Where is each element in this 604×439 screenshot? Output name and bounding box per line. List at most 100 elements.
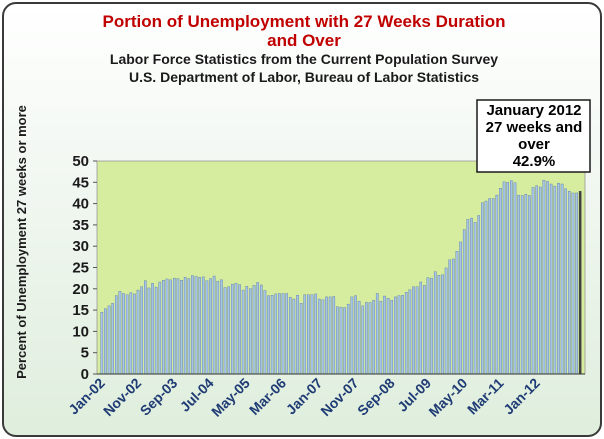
bar: [397, 295, 401, 375]
x-tick-label: May-05: [208, 375, 253, 420]
bar: [415, 286, 419, 375]
bar: [158, 281, 162, 375]
bar: [133, 293, 136, 375]
bar: [455, 251, 459, 375]
y-tick-label: 10: [72, 323, 89, 340]
bar: [470, 217, 473, 375]
bar: [394, 296, 397, 375]
bar: [104, 308, 107, 375]
bar: [553, 185, 557, 375]
bar: [379, 300, 383, 375]
bar: [205, 280, 209, 375]
y-tick-label: 25: [72, 260, 89, 277]
bar: [151, 283, 154, 375]
bar: [278, 293, 281, 375]
y-tick-label: 45: [72, 174, 89, 191]
y-tick-label: 0: [81, 366, 89, 383]
bar: [274, 293, 278, 375]
bar: [510, 180, 513, 375]
bar: [328, 296, 332, 375]
bar: [383, 295, 386, 375]
bar: [346, 303, 350, 375]
bar-series: [100, 179, 582, 375]
bar: [259, 284, 263, 375]
bar: [111, 303, 114, 375]
bar: [575, 192, 578, 375]
chart-subtitle: Labor Force Statistics from the Current …: [110, 51, 498, 67]
bar: [354, 295, 357, 375]
bar: [549, 183, 553, 375]
bar: [568, 191, 571, 375]
bar: [444, 267, 448, 375]
bar: [513, 182, 517, 375]
bar: [546, 181, 549, 375]
bar: [448, 259, 452, 375]
bar: [520, 195, 524, 375]
bar: [517, 194, 520, 375]
bar: [307, 294, 310, 375]
y-tick-label: 20: [72, 281, 89, 298]
bar-latest: [578, 191, 582, 375]
bar: [368, 302, 372, 375]
bar: [441, 274, 444, 375]
bar: [183, 277, 187, 375]
bar: [288, 297, 292, 375]
y-tick-label: 30: [72, 238, 89, 255]
bar: [169, 279, 172, 375]
bar: [542, 179, 546, 375]
bar: [332, 296, 336, 375]
annotation-line-3: over: [518, 136, 550, 153]
bar: [499, 188, 502, 375]
bar: [201, 276, 205, 375]
bar: [481, 202, 484, 375]
bar: [386, 297, 390, 375]
bar: [365, 302, 368, 375]
bar: [419, 281, 423, 375]
bar: [227, 286, 230, 375]
bar: [477, 215, 481, 375]
bar: [107, 305, 111, 375]
bar: [252, 285, 256, 375]
bar: [506, 182, 510, 375]
bar: [488, 198, 491, 375]
bar: [122, 293, 125, 375]
chart-subtitle-line2: U.S. Department of Labor, Bureau of Labo…: [129, 69, 479, 85]
bar: [466, 219, 470, 375]
bar: [412, 286, 415, 375]
bar: [118, 291, 122, 375]
bar: [220, 279, 223, 375]
bar: [423, 285, 426, 375]
bar: [172, 277, 176, 375]
bar: [212, 275, 216, 375]
bar: [571, 192, 575, 375]
bar: [140, 286, 143, 375]
bar: [292, 298, 296, 375]
bar: [303, 294, 307, 375]
bar: [375, 293, 379, 375]
bar: [249, 288, 252, 375]
bar: [564, 188, 567, 375]
x-tick-label: Nov-07: [317, 375, 361, 419]
bar: [357, 300, 361, 375]
x-axis-ticks: Jan-02Nov-02Sep-03Jul-04May-05Mar-06Jan-…: [65, 375, 543, 420]
y-tick-label: 40: [72, 196, 89, 213]
bar: [528, 195, 531, 375]
bar: [154, 286, 158, 375]
bar: [241, 289, 245, 375]
bar: [198, 277, 201, 375]
bar: [484, 200, 488, 375]
bar: [430, 277, 433, 375]
x-tick-label: Nov-02: [100, 375, 144, 419]
y-tick-label: 35: [72, 217, 89, 234]
chart-title-line2: and Over: [267, 31, 341, 50]
bar: [339, 306, 343, 375]
x-tick-label: Sep-08: [354, 375, 398, 419]
bar: [162, 280, 165, 375]
bar: [495, 194, 499, 375]
bar: [557, 182, 560, 375]
bar: [531, 187, 535, 375]
x-tick-label: Mar-06: [246, 375, 289, 418]
bar: [390, 300, 394, 375]
annotation-box: January 2012 27 weeks and over 42.9%: [476, 99, 591, 173]
y-tick-label: 50: [72, 153, 89, 170]
